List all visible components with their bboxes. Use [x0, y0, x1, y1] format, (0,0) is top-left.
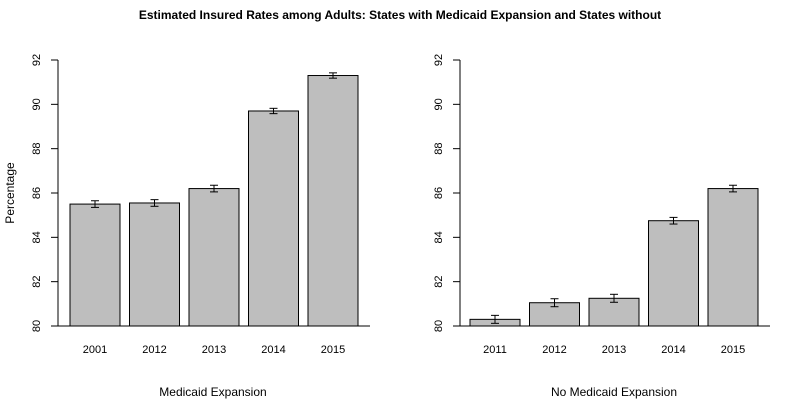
error-bar-2014: [669, 216, 678, 225]
bar-2012: [129, 202, 180, 327]
y-tick-label: 86: [31, 187, 43, 199]
error-bar-2014: [269, 107, 278, 115]
error-bar-2013: [210, 184, 218, 193]
bar-2015: [307, 75, 359, 327]
y-tick-label: 82: [31, 276, 43, 288]
x-axis-label: Medicaid Expansion: [159, 385, 266, 399]
y-tick-label: 84: [31, 231, 43, 243]
chart-title: Estimated Insured Rates among Adults: St…: [139, 8, 661, 22]
y-tick-label: 84: [433, 231, 445, 243]
x-tick-label: 2013: [202, 344, 226, 356]
error-bar-2012: [150, 199, 159, 207]
y-tick-label: 88: [31, 143, 43, 155]
bar-2014: [248, 110, 299, 327]
x-tick-label: 2014: [661, 344, 685, 356]
x-tick-label: 2014: [261, 344, 285, 356]
error-bar-2013: [610, 293, 618, 303]
error-bar-2011: [491, 314, 499, 324]
error-bar-2001: [91, 200, 99, 208]
error-bar-2012: [550, 298, 559, 308]
y-tick-label: 90: [31, 98, 43, 110]
x-axis-label: No Medicaid Expansion: [551, 385, 677, 399]
x-tick-label: 2015: [721, 344, 745, 356]
x-tick-label: 2001: [83, 344, 107, 356]
error-bar-2015: [329, 72, 337, 79]
y-tick-label: 92: [433, 54, 445, 66]
panel-medicaid-expansion: 2001 2012 2013 2014 2015 80 82 84 86 88 90 92 Medica…: [3, 54, 370, 399]
y-tick-label: 82: [433, 276, 445, 288]
bar-2015: [707, 188, 759, 327]
y-tick-label: 86: [433, 187, 445, 199]
error-bar-2015: [729, 184, 737, 193]
x-tick-label: 2012: [142, 344, 166, 356]
bar-2013: [188, 188, 240, 327]
x-tick-label: 2015: [321, 344, 345, 356]
bar-2014: [648, 220, 699, 327]
x-tick-label: 2012: [542, 344, 566, 356]
y-tick-label: 92: [31, 54, 43, 66]
y-axis-label: Percentage: [3, 162, 17, 224]
y-tick-label: 90: [433, 98, 445, 110]
panel-no-medicaid-expansion: 2011 2012 2013 2014 2015 80 82 84 86 88 90 92 No Med…: [433, 54, 770, 399]
x-tick-label: 2011: [483, 344, 507, 356]
bar-2001: [69, 203, 121, 327]
y-tick-label: 80: [433, 320, 445, 332]
y-tick-label: 88: [433, 143, 445, 155]
y-tick-label: 80: [31, 320, 43, 332]
x-tick-label: 2013: [602, 344, 626, 356]
